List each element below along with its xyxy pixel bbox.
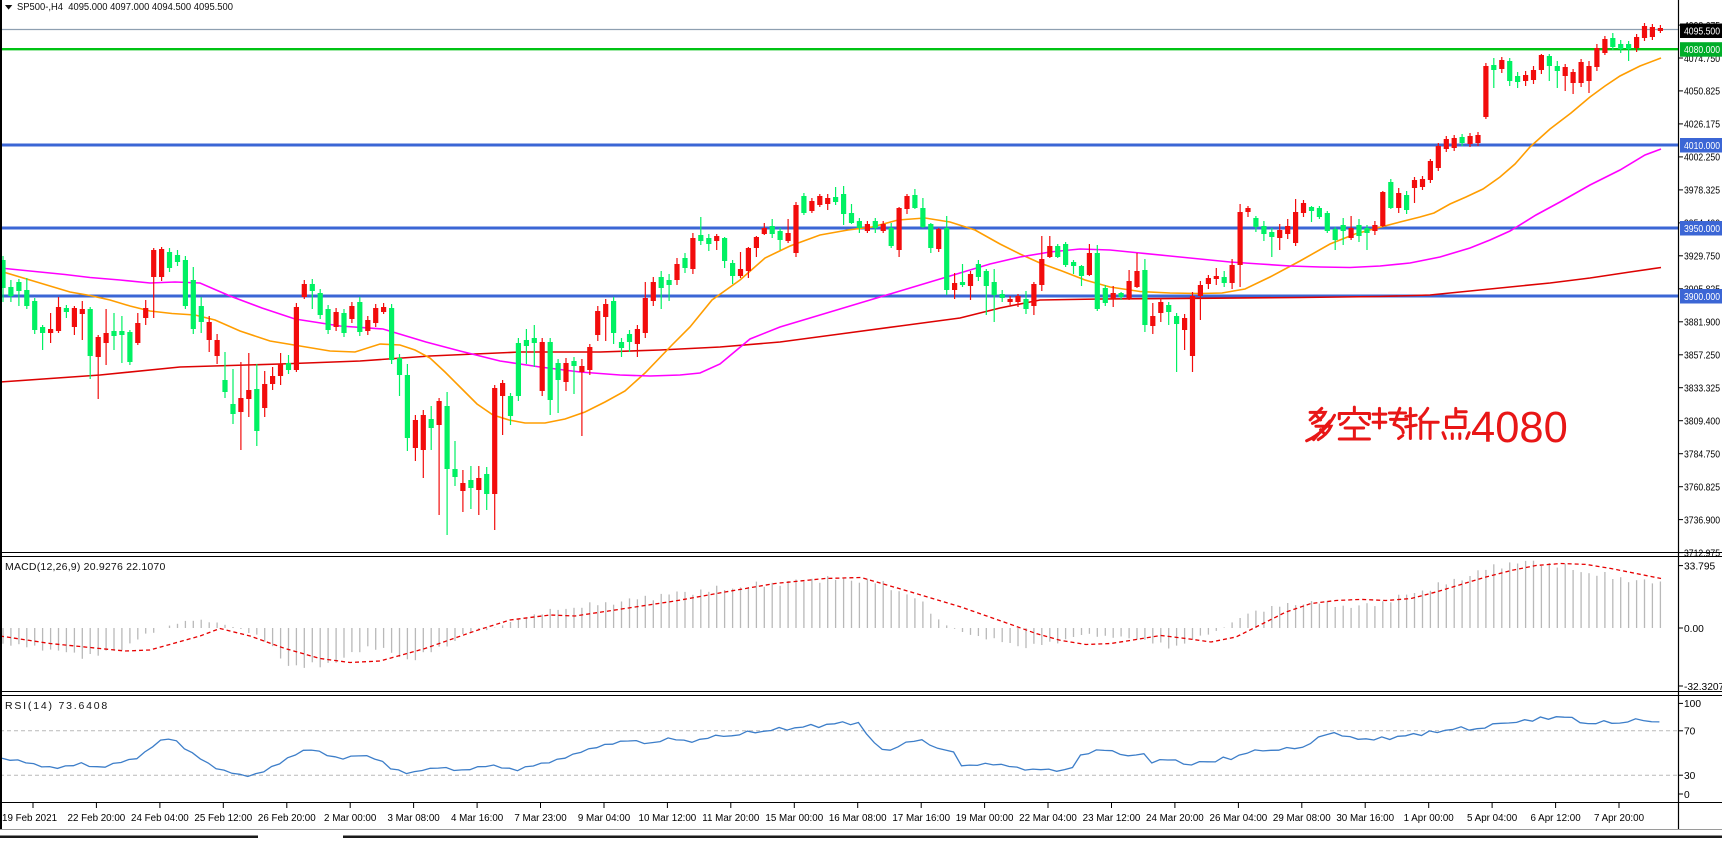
svg-text:4026.175: 4026.175 [1684, 120, 1720, 131]
svg-text:6 Apr 12:00: 6 Apr 12:00 [1531, 813, 1582, 824]
svg-text:25 Feb 12:00: 25 Feb 12:00 [194, 813, 252, 824]
svg-text:3857.250: 3857.250 [1684, 351, 1720, 362]
svg-text:100: 100 [1684, 699, 1701, 710]
svg-text:-32.3207: -32.3207 [1684, 682, 1722, 693]
svg-text:23 Mar 12:00: 23 Mar 12:00 [1083, 813, 1141, 824]
svg-text:2 Mar 00:00: 2 Mar 00:00 [324, 813, 377, 824]
svg-text:9 Mar 04:00: 9 Mar 04:00 [578, 813, 631, 824]
svg-text:24 Feb 04:00: 24 Feb 04:00 [131, 813, 189, 824]
svg-text:19 Feb 2021: 19 Feb 2021 [2, 813, 57, 824]
svg-text:3950.000: 3950.000 [1684, 224, 1720, 235]
svg-text:7 Mar 23:00: 7 Mar 23:00 [514, 813, 567, 824]
svg-text:24 Mar 20:00: 24 Mar 20:00 [1146, 813, 1204, 824]
svg-text:3784.750: 3784.750 [1684, 450, 1720, 461]
svg-text:30 Mar 16:00: 30 Mar 16:00 [1336, 813, 1394, 824]
svg-text:RSI(14) 73.6408: RSI(14) 73.6408 [5, 700, 109, 712]
svg-text:16 Mar 08:00: 16 Mar 08:00 [829, 813, 887, 824]
svg-text:4002.250: 4002.250 [1684, 153, 1720, 164]
svg-text:4080: 4080 [1471, 404, 1568, 452]
svg-text:0: 0 [1684, 790, 1690, 801]
svg-text:22 Feb 20:00: 22 Feb 20:00 [68, 813, 126, 824]
svg-text:7 Apr 20:00: 7 Apr 20:00 [1594, 813, 1645, 824]
svg-text:5 Apr 04:00: 5 Apr 04:00 [1467, 813, 1518, 824]
svg-text:19 Mar 00:00: 19 Mar 00:00 [956, 813, 1014, 824]
svg-text:26 Mar 04:00: 26 Mar 04:00 [1210, 813, 1268, 824]
svg-text:3929.750: 3929.750 [1684, 252, 1720, 263]
svg-text:15 Mar 00:00: 15 Mar 00:00 [765, 813, 823, 824]
svg-text:10 Mar 12:00: 10 Mar 12:00 [639, 813, 697, 824]
svg-text:30: 30 [1684, 771, 1696, 782]
svg-text:33.795: 33.795 [1684, 561, 1715, 572]
svg-text:4095.500: 4095.500 [1684, 27, 1720, 38]
svg-text:3881.900: 3881.900 [1684, 318, 1720, 329]
svg-text:26 Feb 20:00: 26 Feb 20:00 [258, 813, 316, 824]
svg-text:3 Mar 08:00: 3 Mar 08:00 [387, 813, 440, 824]
svg-text:4074.750: 4074.750 [1684, 54, 1720, 65]
svg-text:3712.975: 3712.975 [1684, 548, 1720, 559]
svg-text:3833.325: 3833.325 [1684, 384, 1720, 395]
svg-text:SP500-,H4 4095.000 4097.000 4: SP500-,H4 4095.000 4097.000 4094.500 409… [17, 2, 233, 13]
svg-text:4 Mar 16:00: 4 Mar 16:00 [451, 813, 504, 824]
svg-text:3978.325: 3978.325 [1684, 186, 1720, 197]
svg-text:22 Mar 04:00: 22 Mar 04:00 [1019, 813, 1077, 824]
svg-text:MACD(12,26,9) 20.9276 22.1070: MACD(12,26,9) 20.9276 22.1070 [5, 561, 166, 573]
svg-text:3900.000: 3900.000 [1684, 292, 1720, 303]
svg-text:0.00: 0.00 [1684, 624, 1704, 635]
svg-text:17 Mar 16:00: 17 Mar 16:00 [892, 813, 950, 824]
svg-text:11 Mar 20:00: 11 Mar 20:00 [702, 813, 760, 824]
svg-text:3736.900: 3736.900 [1684, 515, 1720, 526]
svg-text:3760.825: 3760.825 [1684, 483, 1720, 494]
svg-text:4080.000: 4080.000 [1684, 45, 1720, 56]
svg-text:1 Apr 00:00: 1 Apr 00:00 [1404, 813, 1455, 824]
svg-text:3809.400: 3809.400 [1684, 417, 1720, 428]
svg-text:4010.000: 4010.000 [1684, 141, 1720, 152]
svg-text:29 Mar 08:00: 29 Mar 08:00 [1273, 813, 1331, 824]
svg-text:70: 70 [1684, 727, 1696, 738]
svg-text:4050.825: 4050.825 [1684, 87, 1720, 98]
